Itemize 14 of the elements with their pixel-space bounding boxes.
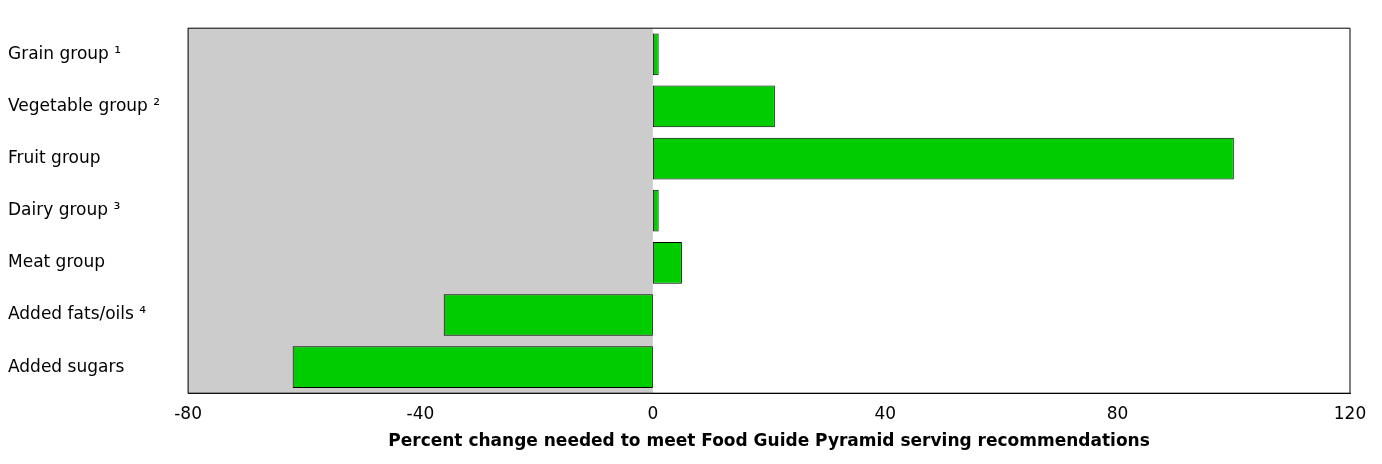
x-tick-label: -40 [406,402,435,423]
y-tick-label: Fruit group [8,146,101,167]
x-tick-label: 0 [647,402,659,423]
x-tick-label: 120 [1333,402,1367,423]
x-axis-title: Percent change needed to meet Food Guide Pyramid serving recommendations [388,430,1150,451]
x-tick-label: 40 [874,402,897,423]
y-tick-label: Added sugars [8,355,125,376]
x-tick-label: -80 [174,402,202,423]
y-tick-label: Meat group [8,251,105,272]
y-tick-label: Added fats/oils ⁴ [8,303,147,324]
x-tick-label: 80 [1106,402,1129,423]
y-tick-label: Grain group ¹ [8,42,122,63]
y-tick-label: Vegetable group ² [8,94,161,115]
y-tick-label: Dairy group ³ [8,199,121,220]
